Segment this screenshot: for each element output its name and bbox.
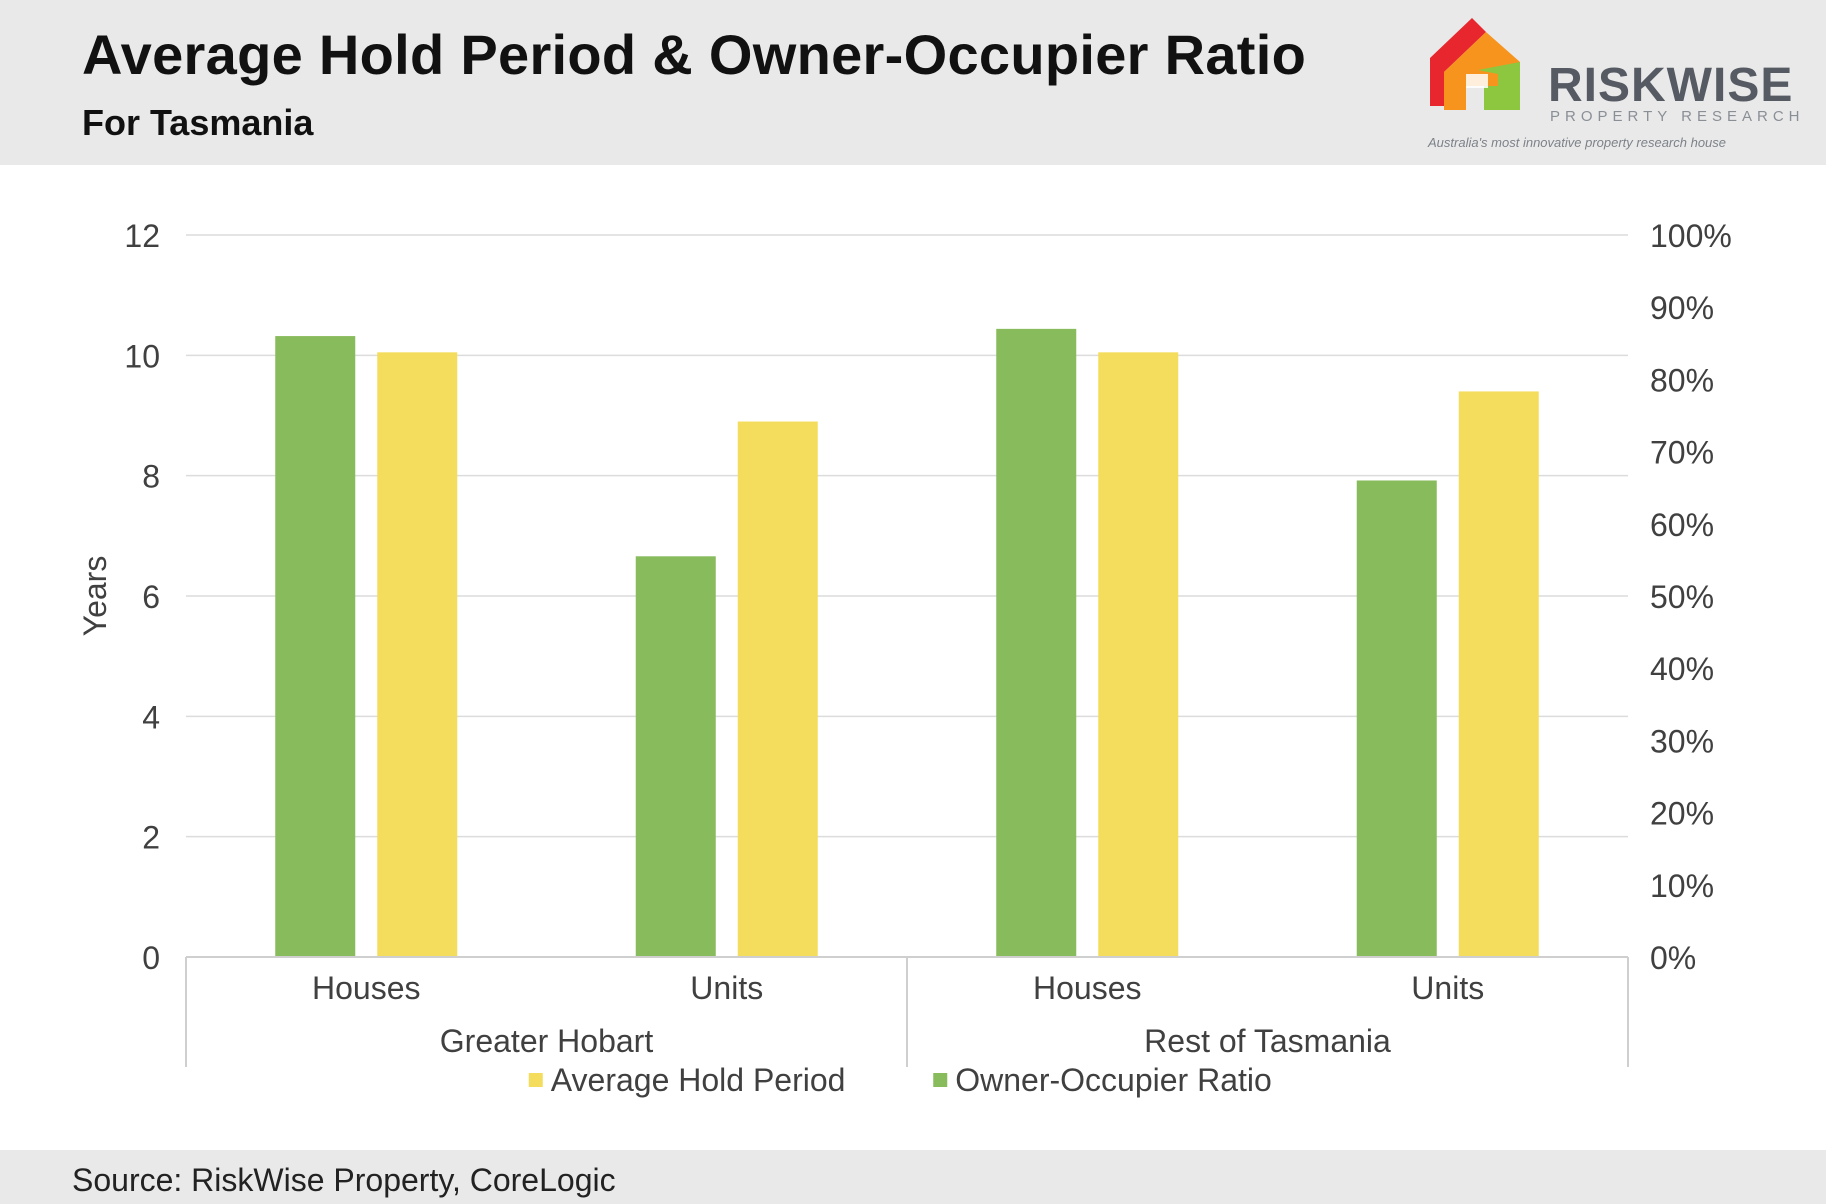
y2-tick-label: 20% — [1650, 796, 1714, 832]
y-tick-label: 8 — [142, 459, 160, 495]
legend-label: Average Hold Period — [551, 1062, 846, 1098]
y-tick-label: 10 — [124, 338, 160, 374]
y-tick-label: 0 — [142, 940, 160, 976]
bar-owner-occupier-ratio — [275, 336, 356, 957]
logo-subtitle: PROPERTY RESEARCH — [1550, 108, 1805, 125]
legend-swatch — [528, 1073, 543, 1087]
bar-average-hold-period — [737, 421, 818, 957]
bar-average-hold-period — [1098, 352, 1179, 957]
bar-average-hold-period — [377, 352, 458, 957]
legend: Average Hold Period Owner-Occupier Ratio — [528, 1062, 1272, 1098]
bar-owner-occupier-ratio — [1356, 480, 1437, 957]
group-label: Rest of Tasmania — [1144, 1023, 1391, 1059]
page-subtitle: For Tasmania — [82, 102, 314, 143]
bar-owner-occupier-ratio — [996, 328, 1077, 957]
y2-tick-label: 10% — [1650, 868, 1714, 904]
y-tick-label: 4 — [142, 699, 160, 735]
logo-tagline: Australia's most innovative property res… — [1428, 135, 1727, 150]
bars — [275, 328, 1539, 957]
footer-band — [0, 1150, 1826, 1204]
logo-name: RISKWISE — [1548, 59, 1794, 112]
y2-tick-label: 80% — [1650, 362, 1714, 398]
page-title: Average Hold Period & Owner-Occupier Rat… — [82, 23, 1307, 86]
y-tick-label: 6 — [142, 579, 160, 615]
x-tick-label: Houses — [1033, 970, 1142, 1006]
x-tick-label: Units — [690, 970, 763, 1006]
y2-tick-label: 60% — [1650, 507, 1714, 543]
bar-owner-occupier-ratio — [635, 556, 716, 957]
house-logo-icon — [1430, 18, 1520, 110]
bar-average-hold-period — [1458, 391, 1539, 957]
source-note: Source: RiskWise Property, CoreLogic — [72, 1162, 616, 1198]
y-axis-title: Years — [77, 556, 113, 637]
riskwise-logo: RISKWISE PROPERTY RESEARCH Australia's m… — [1420, 10, 1800, 155]
legend-swatch — [933, 1073, 948, 1087]
y-tick-label: 2 — [142, 820, 160, 856]
y-tick-label: 12 — [124, 218, 160, 254]
y2-tick-label: 100% — [1650, 218, 1732, 254]
legend-label: Owner-Occupier Ratio — [955, 1062, 1272, 1098]
y2-tick-label: 50% — [1650, 579, 1714, 615]
x-tick-label: Units — [1411, 970, 1484, 1006]
axes: 0 2 4 6 8 10 12 0% 10% 20% 30% 40% 50% 60% 70% 80% 90% 10… — [77, 218, 1732, 1067]
y2-tick-label: 70% — [1650, 435, 1714, 471]
y2-tick-label: 90% — [1650, 290, 1714, 326]
y2-tick-label: 0% — [1650, 940, 1696, 976]
y2-tick-label: 40% — [1650, 651, 1714, 687]
group-label: Greater Hobart — [440, 1023, 654, 1059]
header-band — [0, 0, 1826, 165]
bar-chart: 0 2 4 6 8 10 12 0% 10% 20% 30% 40% 50% 60% 70% 80% 90% 10… — [77, 218, 1732, 1098]
y2-tick-label: 30% — [1650, 723, 1714, 759]
x-tick-label: Houses — [312, 970, 421, 1006]
